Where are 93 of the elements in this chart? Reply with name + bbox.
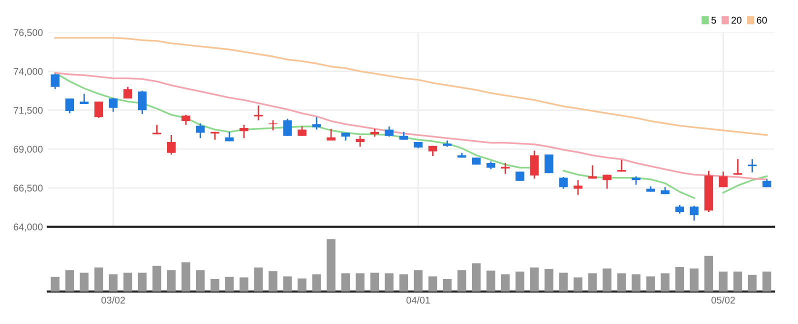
candlestick bbox=[254, 104, 263, 121]
bar bbox=[675, 266, 684, 292]
bar bbox=[254, 267, 263, 292]
bar bbox=[733, 272, 742, 292]
bar bbox=[123, 272, 132, 292]
bar bbox=[588, 273, 597, 292]
bar bbox=[80, 272, 89, 292]
x-tick-label: 04/01 bbox=[406, 296, 430, 304]
bar bbox=[762, 272, 772, 292]
bar bbox=[632, 274, 640, 292]
bar bbox=[457, 270, 466, 292]
candlestick bbox=[123, 86, 132, 100]
bar bbox=[65, 270, 74, 292]
candlestick bbox=[138, 90, 147, 115]
bar bbox=[574, 277, 582, 292]
bar bbox=[196, 270, 205, 292]
bar bbox=[414, 270, 423, 292]
y-tick-label: 76,500 bbox=[14, 29, 43, 38]
bar bbox=[166, 270, 176, 292]
candlestick bbox=[733, 158, 742, 176]
bar bbox=[704, 256, 714, 292]
candlestick bbox=[50, 72, 60, 90]
bar bbox=[690, 268, 699, 292]
y-tick-label: 69,000 bbox=[14, 146, 43, 154]
y-tick-label: 64,000 bbox=[14, 224, 43, 232]
bar bbox=[341, 273, 350, 292]
candlestick bbox=[501, 162, 510, 175]
candlestick bbox=[718, 170, 728, 188]
bar bbox=[384, 273, 394, 292]
bar bbox=[152, 266, 162, 292]
bar bbox=[108, 274, 118, 292]
bar bbox=[240, 277, 248, 292]
bar bbox=[748, 274, 757, 292]
bar bbox=[312, 274, 321, 292]
candlestick bbox=[166, 134, 176, 156]
bar bbox=[646, 276, 655, 292]
y-tick-label: 74,000 bbox=[14, 68, 43, 76]
bar bbox=[660, 273, 670, 292]
candlestick bbox=[240, 124, 248, 139]
bar bbox=[370, 272, 380, 292]
bar bbox=[559, 272, 568, 292]
x-tick-label: 05/02 bbox=[711, 296, 735, 304]
candlestick bbox=[94, 100, 104, 119]
bar bbox=[50, 276, 60, 292]
bar bbox=[268, 271, 278, 292]
candlestick bbox=[574, 179, 582, 196]
line-series bbox=[54, 37, 768, 136]
candlestick bbox=[326, 128, 336, 142]
bar bbox=[544, 269, 554, 292]
bar bbox=[428, 276, 438, 292]
bar bbox=[283, 276, 292, 292]
bar bbox=[326, 239, 336, 292]
candlestick bbox=[690, 205, 699, 222]
candlestick bbox=[530, 150, 539, 180]
bar bbox=[181, 262, 190, 292]
candlestick bbox=[196, 122, 205, 139]
candlestick bbox=[602, 174, 612, 190]
bar bbox=[442, 279, 452, 292]
bar bbox=[356, 273, 364, 292]
legend-label: 20 bbox=[732, 16, 742, 24]
bar bbox=[399, 274, 408, 292]
candlestick bbox=[65, 98, 74, 114]
legend-label: 60 bbox=[756, 16, 767, 24]
candlestick bbox=[298, 126, 306, 137]
bar bbox=[718, 272, 728, 292]
bar bbox=[530, 267, 539, 292]
candlestick bbox=[356, 135, 364, 148]
bar bbox=[138, 272, 147, 292]
bar bbox=[602, 268, 612, 292]
x-tick-label: 03/02 bbox=[101, 296, 125, 304]
candlestick bbox=[225, 131, 234, 142]
bar bbox=[516, 272, 524, 292]
bar bbox=[501, 274, 510, 292]
candlestick bbox=[384, 126, 394, 138]
bar bbox=[225, 276, 234, 292]
candlestick bbox=[283, 118, 292, 137]
candlestick bbox=[748, 158, 757, 174]
bar bbox=[298, 278, 306, 292]
bar bbox=[472, 263, 481, 292]
y-tick-label: 66,500 bbox=[14, 184, 43, 193]
bar bbox=[94, 267, 104, 292]
bar bbox=[486, 270, 496, 292]
candlestick bbox=[108, 97, 118, 112]
bar bbox=[617, 273, 626, 292]
candlestick bbox=[559, 176, 568, 190]
candlestick bbox=[181, 114, 190, 126]
y-tick-label: 71,500 bbox=[14, 106, 43, 115]
candlestick bbox=[152, 124, 162, 135]
candlestick bbox=[80, 93, 89, 105]
candlestick bbox=[312, 116, 321, 130]
candlestick bbox=[516, 170, 524, 182]
legend-label: 5 bbox=[711, 16, 716, 24]
bar bbox=[210, 279, 220, 292]
